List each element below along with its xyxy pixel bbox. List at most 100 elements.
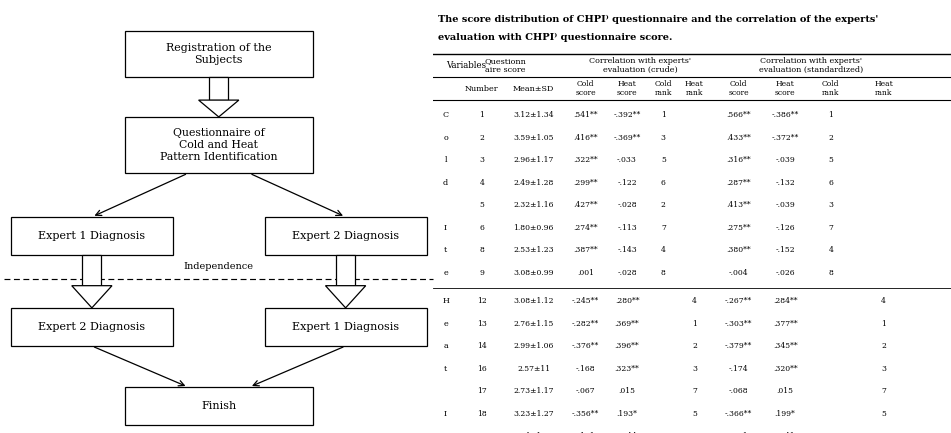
Text: 12: 12 xyxy=(477,297,487,305)
Text: 16: 16 xyxy=(477,365,487,373)
Text: 3: 3 xyxy=(692,365,697,373)
Text: 2.57±11: 2.57±11 xyxy=(517,365,551,373)
Text: 8: 8 xyxy=(479,246,484,254)
Text: 5: 5 xyxy=(479,201,484,209)
Text: 3.08±0.99: 3.08±0.99 xyxy=(514,269,554,277)
Text: 6: 6 xyxy=(828,179,833,187)
Text: Questionnaire of
Cold and Heat
Pattern Identification: Questionnaire of Cold and Heat Pattern I… xyxy=(160,129,278,162)
Text: 1: 1 xyxy=(828,111,833,119)
Text: -.282**: -.282** xyxy=(573,320,599,328)
Text: 4: 4 xyxy=(479,179,484,187)
Text: .427**: .427** xyxy=(573,201,598,209)
Text: 13: 13 xyxy=(477,320,487,328)
Text: Heat
rank: Heat rank xyxy=(874,80,893,97)
Text: -.152: -.152 xyxy=(775,246,795,254)
Text: 14: 14 xyxy=(477,343,487,350)
Text: 4: 4 xyxy=(661,246,666,254)
Bar xyxy=(10,217,173,255)
Text: .413**: .413** xyxy=(727,201,750,209)
Text: -.033: -.033 xyxy=(617,156,637,164)
Text: Variables: Variables xyxy=(446,61,486,70)
Text: 3.59±1.05: 3.59±1.05 xyxy=(514,134,554,142)
Text: Heat
score: Heat score xyxy=(775,80,795,97)
Text: -.369**: -.369** xyxy=(613,134,641,142)
Text: .320**: .320** xyxy=(773,365,798,373)
Text: Questionn
aire score: Questionn aire score xyxy=(485,57,527,74)
Text: .433**: .433** xyxy=(727,134,751,142)
Text: 2.99±1.06: 2.99±1.06 xyxy=(514,343,554,350)
Polygon shape xyxy=(199,100,239,117)
Text: 2: 2 xyxy=(692,343,697,350)
Text: .396**: .396** xyxy=(614,343,639,350)
Text: .015: .015 xyxy=(777,388,794,395)
Text: -.303**: -.303** xyxy=(725,320,752,328)
Text: Cold
score: Cold score xyxy=(728,80,748,97)
Text: -.132: -.132 xyxy=(775,179,795,187)
Text: C: C xyxy=(442,111,449,119)
Text: .199*: .199* xyxy=(775,410,796,418)
Text: I: I xyxy=(444,410,447,418)
Text: 2.53±1.23: 2.53±1.23 xyxy=(514,246,554,254)
Polygon shape xyxy=(336,255,356,286)
Text: 9: 9 xyxy=(479,269,484,277)
Text: o: o xyxy=(443,134,448,142)
Text: 2.76±1.15: 2.76±1.15 xyxy=(514,320,554,328)
Text: Cold
rank: Cold rank xyxy=(822,80,840,97)
Text: -.356**: -.356** xyxy=(572,410,599,418)
Text: 3: 3 xyxy=(882,365,886,373)
Text: .015: .015 xyxy=(618,388,635,395)
Text: I: I xyxy=(444,224,447,232)
Bar xyxy=(125,117,313,173)
Bar xyxy=(125,387,313,425)
Text: -.039: -.039 xyxy=(775,156,795,164)
Text: -.122: -.122 xyxy=(617,179,637,187)
Text: 8: 8 xyxy=(828,269,833,277)
Text: .274**: .274** xyxy=(573,224,598,232)
Text: Expert 2 Diagnosis: Expert 2 Diagnosis xyxy=(38,322,146,332)
Text: .323**: .323** xyxy=(614,365,639,373)
Text: .275**: .275** xyxy=(727,224,750,232)
Text: .299**: .299** xyxy=(573,179,598,187)
Text: -.386**: -.386** xyxy=(771,111,799,119)
Text: t: t xyxy=(444,246,447,254)
Text: evaluation with CHPI⁾ questionnaire score.: evaluation with CHPI⁾ questionnaire scor… xyxy=(437,33,672,42)
Polygon shape xyxy=(325,286,366,308)
Text: -.392**: -.392** xyxy=(613,111,641,119)
Text: 2: 2 xyxy=(479,134,484,142)
Text: Registration of the
Subjects: Registration of the Subjects xyxy=(165,43,272,65)
Text: 3.08±1.12: 3.08±1.12 xyxy=(514,297,554,305)
Text: -.376**: -.376** xyxy=(572,343,599,350)
Text: .287**: .287** xyxy=(727,179,750,187)
Text: -.039: -.039 xyxy=(775,201,795,209)
Text: e: e xyxy=(443,269,448,277)
Text: .380**: .380** xyxy=(727,246,750,254)
Text: -.245**: -.245** xyxy=(573,297,599,305)
Text: -.026: -.026 xyxy=(775,269,795,277)
Bar xyxy=(264,308,426,346)
Text: .416**: .416** xyxy=(573,134,598,142)
Text: 4: 4 xyxy=(828,246,833,254)
Text: 1: 1 xyxy=(882,320,886,328)
Text: Expert 2 Diagnosis: Expert 2 Diagnosis xyxy=(292,231,399,241)
Text: 7: 7 xyxy=(692,388,697,395)
Text: 3: 3 xyxy=(661,134,666,142)
Text: -.126: -.126 xyxy=(775,224,795,232)
Text: .284**: .284** xyxy=(773,297,797,305)
Polygon shape xyxy=(209,77,228,100)
Text: Number: Number xyxy=(465,85,498,93)
Text: 1: 1 xyxy=(661,111,666,119)
Text: 1: 1 xyxy=(692,320,697,328)
Text: .345**: .345** xyxy=(773,343,798,350)
Text: .369**: .369** xyxy=(614,320,639,328)
Text: -.168: -.168 xyxy=(575,365,595,373)
Text: Correlation with experts'
evaluation (standardized): Correlation with experts' evaluation (st… xyxy=(759,57,864,74)
Text: Finish: Finish xyxy=(201,401,237,411)
Text: Independence: Independence xyxy=(184,262,254,271)
Text: -.366**: -.366** xyxy=(725,410,752,418)
Text: 6: 6 xyxy=(661,179,666,187)
Text: 2.73±1.17: 2.73±1.17 xyxy=(514,388,554,395)
Text: 3: 3 xyxy=(828,201,833,209)
Text: .387**: .387** xyxy=(573,246,598,254)
Text: 3: 3 xyxy=(479,156,484,164)
Bar xyxy=(125,32,313,77)
